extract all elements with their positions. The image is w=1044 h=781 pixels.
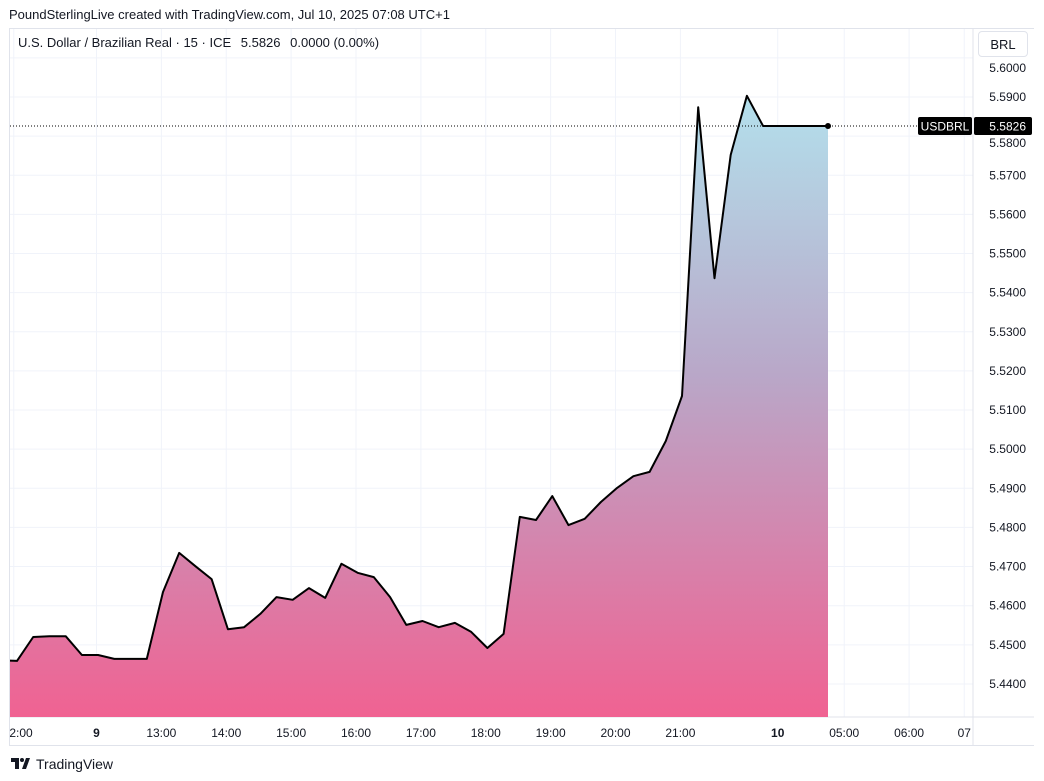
x-tick-label: 21:00 [665, 726, 695, 740]
x-tick-label: 19:00 [536, 726, 566, 740]
y-tick-label: 5.5000 [989, 442, 1026, 456]
series-group [10, 94, 828, 717]
legend-change: 0.0000 (0.00%) [290, 35, 380, 50]
x-tick-label: 16:00 [341, 726, 371, 740]
y-tick-label: 5.5800 [989, 136, 1026, 150]
price-tag: 5.5826 [989, 119, 1026, 133]
tradingview-logo-icon [11, 758, 30, 769]
tradingview-footer[interactable]: TradingView [11, 756, 113, 772]
x-tick-label: 2:00 [9, 726, 33, 740]
last-price-dot [825, 122, 831, 129]
x-tick-label: 20:00 [601, 726, 631, 740]
x-tick-label: 9 [93, 726, 100, 740]
y-tick-label: 5.4700 [989, 560, 1026, 574]
currency-button[interactable]: BRL [978, 31, 1028, 57]
area-fill [10, 95, 828, 717]
y-tick-label: 5.5400 [989, 286, 1026, 300]
y-tick-label: 5.5600 [989, 207, 1026, 221]
y-tick-label: 5.5900 [989, 90, 1026, 104]
y-tick-label: 5.5100 [989, 403, 1026, 417]
y-tick-label: 5.4800 [989, 520, 1026, 534]
x-tick-label: 15:00 [276, 726, 306, 740]
price-tag-bg [974, 116, 1032, 135]
x-tick-label: 06:00 [894, 726, 924, 740]
y-tick-label: 5.6000 [989, 61, 1026, 75]
y-tick-label: 5.5200 [989, 364, 1026, 378]
symbol-tag: USDBRL [921, 119, 970, 133]
x-tick-label: 17:00 [406, 726, 436, 740]
y-tick-label: 5.4400 [989, 677, 1026, 691]
chart-legend: U.S. Dollar / Brazilian Real · 15 · ICE … [18, 35, 385, 50]
y-tick-label: 5.4900 [989, 481, 1026, 495]
legend-price: 5.5826 [240, 35, 281, 50]
chart-credit: PoundSterlingLive created with TradingVi… [9, 7, 450, 22]
x-tick-label: 13:00 [146, 726, 176, 740]
x-tick-label: 10 [771, 726, 785, 740]
series-line [10, 94, 828, 662]
y-tick-label: 5.4600 [989, 599, 1026, 613]
x-tick-label: 18:00 [471, 726, 501, 740]
y-tick-label: 5.4500 [989, 638, 1026, 652]
y-tick-label: 5.5700 [989, 168, 1026, 182]
chart-frame [9, 28, 1034, 746]
symbol-tag-bg [918, 116, 972, 135]
y-tick-label: 5.5300 [989, 325, 1026, 339]
x-tick-label: 07 [958, 726, 972, 740]
symbol-title: U.S. Dollar / Brazilian Real · 15 · ICE [18, 35, 232, 50]
footer-brand: TradingView [36, 756, 114, 772]
y-tick-label: 5.5500 [989, 247, 1026, 261]
x-tick-label: 14:00 [211, 726, 241, 740]
x-tick-label: 05:00 [829, 726, 859, 740]
